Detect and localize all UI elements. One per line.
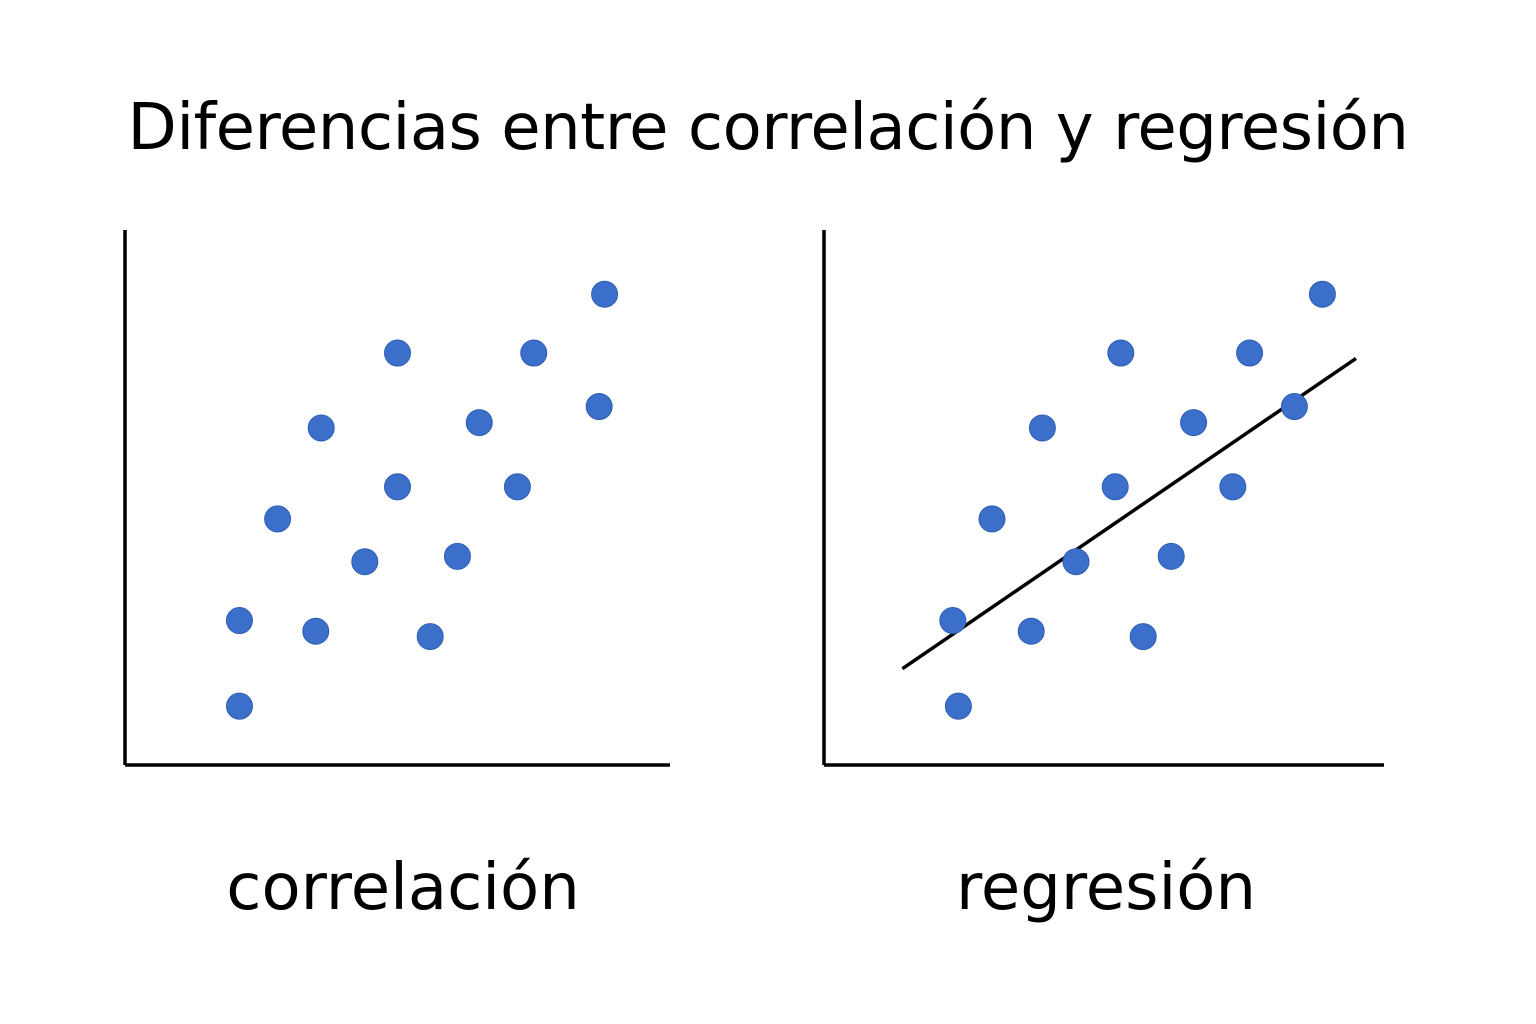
scatter-point-5 [1028, 414, 1056, 442]
scatter-point-10 [443, 542, 471, 570]
scatter-point-4 [302, 617, 330, 645]
scatter-point-8 [384, 473, 411, 501]
scatter-point-9 [1129, 623, 1157, 651]
scatter-point-6 [351, 548, 379, 576]
page-title: Diferencias entre correlación y regresió… [127, 91, 1409, 165]
scatter-point-1 [225, 692, 253, 720]
scatter-point-11 [1180, 409, 1208, 437]
scatter-point-14 [585, 393, 613, 421]
scatter-point-7 [384, 339, 411, 367]
regression-line [901, 356, 1357, 671]
scatter-point-13 [520, 339, 548, 367]
correlation-chart [123, 230, 670, 767]
correlation-caption: correlación [226, 851, 580, 925]
scatter-point-11 [465, 409, 493, 437]
scatter-point-12 [503, 473, 531, 501]
scatter-point-8 [1101, 473, 1129, 501]
scatter-point-3 [978, 505, 1006, 533]
scatter-point-1 [944, 692, 972, 720]
scatter-point-7 [1107, 339, 1135, 367]
regression-chart [822, 230, 1384, 767]
scatter-point-2 [939, 607, 967, 635]
scatter-point-2 [225, 607, 253, 635]
scatter-point-14 [1280, 393, 1308, 421]
scatter-point-4 [1017, 617, 1045, 645]
regression-caption: regresión [955, 851, 1257, 925]
scatter-point-15 [1308, 280, 1336, 308]
scatter-point-6 [1062, 548, 1090, 576]
scatter-point-15 [591, 280, 619, 308]
scatter-point-9 [416, 623, 444, 651]
scatter-point-3 [264, 505, 292, 533]
scatter-point-12 [1219, 473, 1247, 501]
scatter-point-10 [1157, 542, 1185, 570]
scatter-point-5 [307, 414, 335, 442]
scatter-point-13 [1236, 339, 1264, 367]
